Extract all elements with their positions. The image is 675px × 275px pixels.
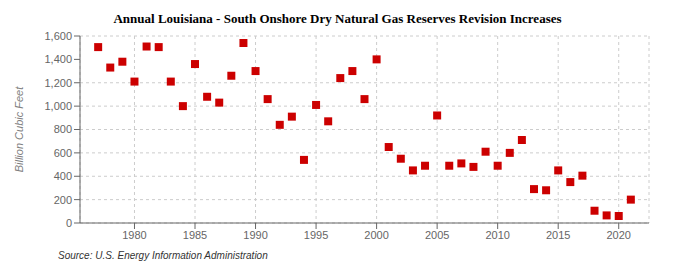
svg-text:2020: 2020 bbox=[606, 229, 630, 241]
svg-text:1,200: 1,200 bbox=[44, 77, 72, 89]
svg-text:2000: 2000 bbox=[364, 229, 388, 241]
svg-text:1,000: 1,000 bbox=[44, 100, 72, 112]
svg-text:1990: 1990 bbox=[243, 229, 267, 241]
svg-text:1,400: 1,400 bbox=[44, 53, 72, 65]
svg-text:400: 400 bbox=[54, 170, 72, 182]
svg-text:0: 0 bbox=[66, 217, 72, 229]
svg-text:Billion Cubic Feet: Billion Cubic Feet bbox=[13, 86, 25, 173]
html-text:Source: U.S. Energy Informatio: Source: U.S. Energy Information Administ… bbox=[58, 250, 268, 261]
svg-text:2005: 2005 bbox=[425, 229, 449, 241]
svg-text:600: 600 bbox=[54, 147, 72, 159]
svg-text:1980: 1980 bbox=[122, 229, 146, 241]
html-text:Annual Louisiana - South Onsho: Annual Louisiana - South Onshore Dry Nat… bbox=[113, 11, 562, 26]
svg-text:800: 800 bbox=[54, 123, 72, 135]
svg-text:1985: 1985 bbox=[183, 229, 207, 241]
svg-text:1995: 1995 bbox=[304, 229, 328, 241]
svg-text:1,600: 1,600 bbox=[44, 30, 72, 42]
svg-text:2010: 2010 bbox=[485, 229, 509, 241]
svg-text:2015: 2015 bbox=[546, 229, 570, 241]
svg-text:200: 200 bbox=[54, 194, 72, 206]
